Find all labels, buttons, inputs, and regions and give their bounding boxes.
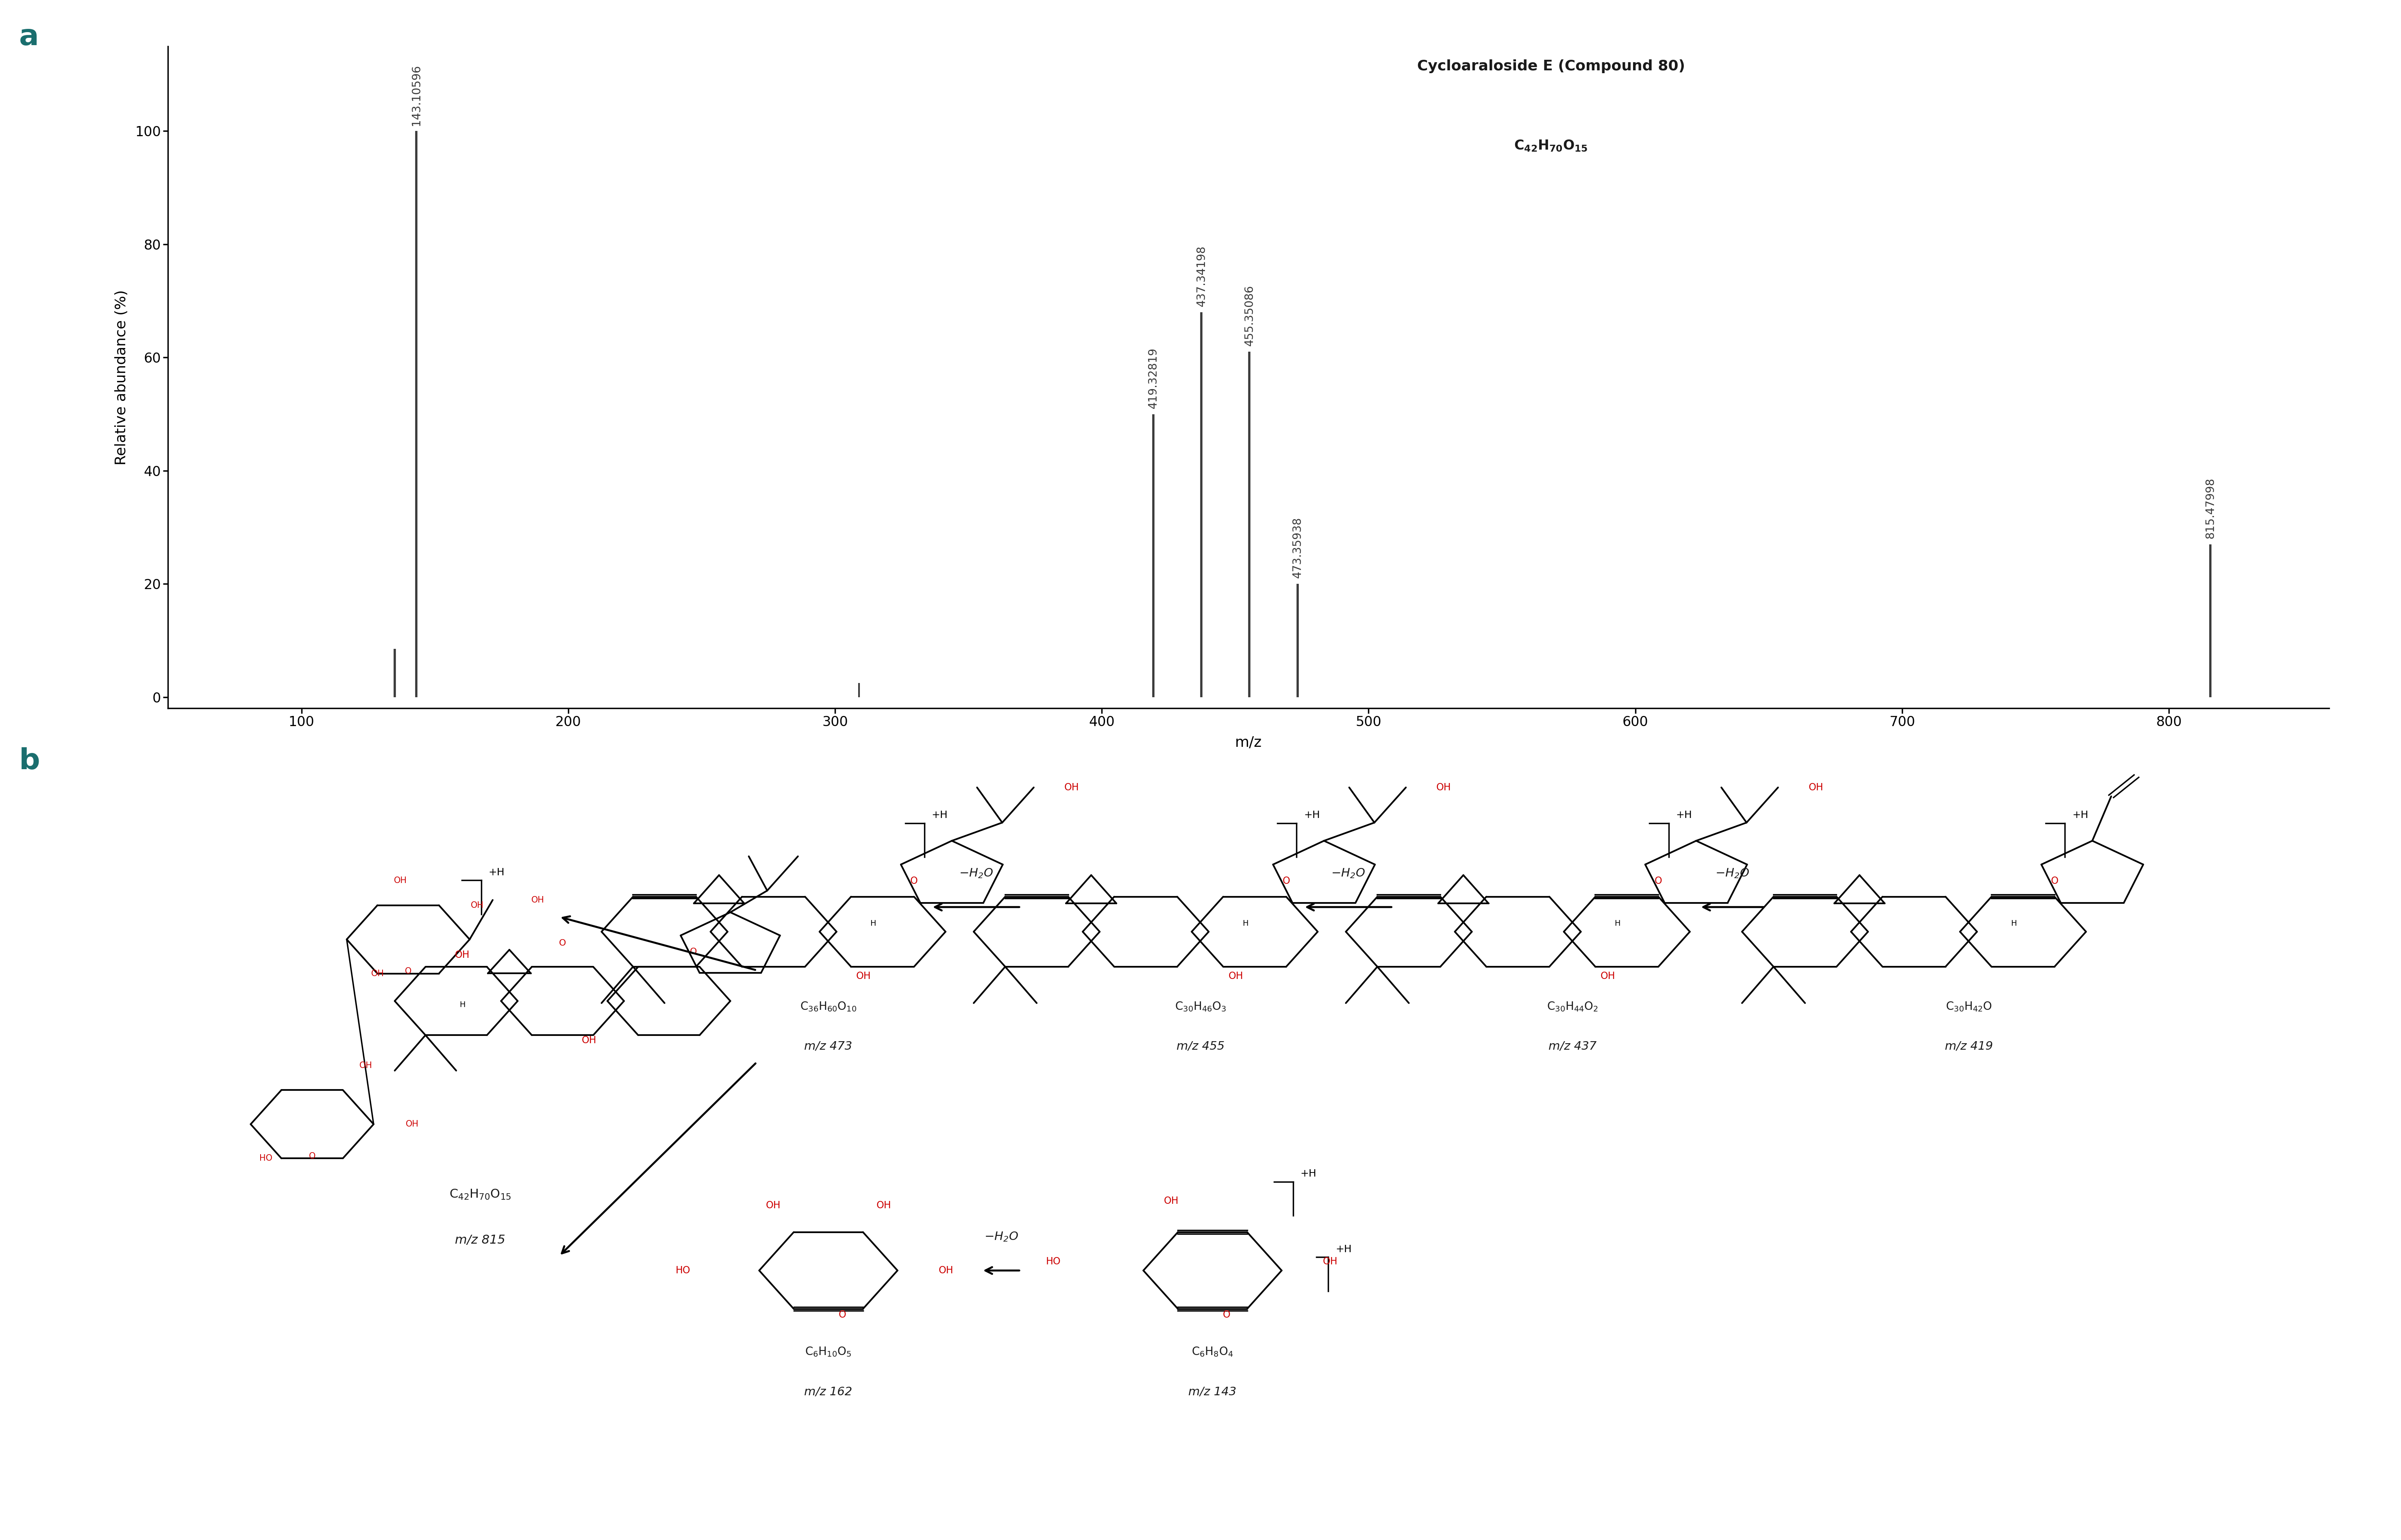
Text: $\mathregular{C_{30}H_{44}O_2}$: $\mathregular{C_{30}H_{44}O_2}$ xyxy=(1546,1001,1599,1012)
Text: OH: OH xyxy=(406,1120,418,1129)
Text: H: H xyxy=(869,919,876,927)
Text: +H: +H xyxy=(1676,810,1693,821)
Text: O: O xyxy=(689,947,696,956)
Text: $\mathregular{C_{36}H_{60}O_{10}}$: $\mathregular{C_{36}H_{60}O_{10}}$ xyxy=(800,1001,857,1012)
Text: m/z 455: m/z 455 xyxy=(1176,1041,1225,1052)
Text: OH: OH xyxy=(471,901,485,909)
Text: OH: OH xyxy=(370,970,384,978)
Text: OH: OH xyxy=(939,1266,953,1275)
Text: O: O xyxy=(559,939,567,947)
Text: H: H xyxy=(1241,919,1249,927)
Text: H: H xyxy=(459,1001,466,1009)
Text: $-\mathregular{H_2O}$: $-\mathregular{H_2O}$ xyxy=(958,867,994,879)
Text: +H: +H xyxy=(2072,810,2089,821)
Text: OH: OH xyxy=(1436,782,1450,792)
Text: b: b xyxy=(19,747,41,775)
Text: OH: OH xyxy=(1064,782,1078,792)
Text: $-\mathregular{H_2O}$: $-\mathregular{H_2O}$ xyxy=(984,1230,1018,1243)
Text: HO: HO xyxy=(675,1266,691,1275)
Text: O: O xyxy=(1654,876,1661,885)
Text: 437.34198: 437.34198 xyxy=(1196,245,1208,306)
Text: O: O xyxy=(910,876,917,885)
Text: 455.35086: 455.35086 xyxy=(1244,285,1256,346)
Text: OH: OH xyxy=(394,876,408,884)
Text: HO: HO xyxy=(259,1155,274,1163)
Text: OH: OH xyxy=(1164,1197,1179,1206)
Text: $\mathregular{C_{30}H_{42}O}$: $\mathregular{C_{30}H_{42}O}$ xyxy=(1945,1001,1993,1012)
Text: $\mathbf{C_{42}H_{70}O_{15}}$: $\mathbf{C_{42}H_{70}O_{15}}$ xyxy=(1515,139,1587,152)
Text: O: O xyxy=(406,967,411,975)
Text: $-\mathregular{H_2O}$: $-\mathregular{H_2O}$ xyxy=(1714,867,1750,879)
Text: H: H xyxy=(2010,919,2017,927)
Text: O: O xyxy=(2050,876,2058,885)
Text: 143.10596: 143.10596 xyxy=(411,65,423,125)
Text: m/z 437: m/z 437 xyxy=(1549,1041,1597,1052)
Text: 815.47998: 815.47998 xyxy=(2204,477,2216,539)
Text: a: a xyxy=(19,23,38,51)
Text: +H: +H xyxy=(932,810,948,821)
Text: 473.35938: 473.35938 xyxy=(1292,517,1304,578)
Text: OH: OH xyxy=(1323,1257,1337,1266)
Text: $\mathregular{C_6H_8O_4}$: $\mathregular{C_6H_8O_4}$ xyxy=(1191,1346,1234,1358)
Text: m/z 419: m/z 419 xyxy=(1945,1041,1993,1052)
Text: OH: OH xyxy=(857,972,872,981)
Text: $\mathregular{C_6H_{10}O_5}$: $\mathregular{C_6H_{10}O_5}$ xyxy=(804,1346,852,1358)
Text: $\mathregular{C_{30}H_{46}O_3}$: $\mathregular{C_{30}H_{46}O_3}$ xyxy=(1174,1001,1227,1012)
Text: m/z 473: m/z 473 xyxy=(804,1041,852,1052)
Text: +H: +H xyxy=(1301,1169,1316,1178)
X-axis label: m/z: m/z xyxy=(1234,736,1263,750)
Text: m/z 143: m/z 143 xyxy=(1188,1386,1237,1397)
Text: +H: +H xyxy=(487,867,504,878)
Text: OH: OH xyxy=(766,1201,780,1210)
Text: +H: +H xyxy=(1335,1244,1352,1254)
Text: O: O xyxy=(1222,1311,1229,1320)
Text: m/z 162: m/z 162 xyxy=(804,1386,852,1397)
Text: OH: OH xyxy=(1808,782,1822,792)
Text: OH: OH xyxy=(581,1035,595,1046)
Text: H: H xyxy=(1613,919,1621,927)
Text: OH: OH xyxy=(1601,972,1616,981)
Text: OH: OH xyxy=(360,1061,372,1069)
Text: OH: OH xyxy=(876,1201,891,1210)
Text: $\mathregular{C_{42}H_{70}O_{15}}$: $\mathregular{C_{42}H_{70}O_{15}}$ xyxy=(449,1189,511,1201)
Y-axis label: Relative abundance (%): Relative abundance (%) xyxy=(115,290,127,465)
Text: $-\mathregular{H_2O}$: $-\mathregular{H_2O}$ xyxy=(1330,867,1366,879)
Text: m/z 815: m/z 815 xyxy=(456,1235,504,1246)
Text: O: O xyxy=(1282,876,1289,885)
Text: O: O xyxy=(838,1311,845,1320)
Text: +H: +H xyxy=(1304,810,1321,821)
Text: Cycloaraloside E (Compound 80): Cycloaraloside E (Compound 80) xyxy=(1417,60,1686,74)
Text: O: O xyxy=(310,1152,315,1160)
Text: HO: HO xyxy=(1047,1257,1061,1266)
Text: OH: OH xyxy=(531,896,545,904)
Text: 419.32819: 419.32819 xyxy=(1148,348,1160,408)
Text: OH: OH xyxy=(454,950,471,959)
Text: OH: OH xyxy=(1229,972,1244,981)
